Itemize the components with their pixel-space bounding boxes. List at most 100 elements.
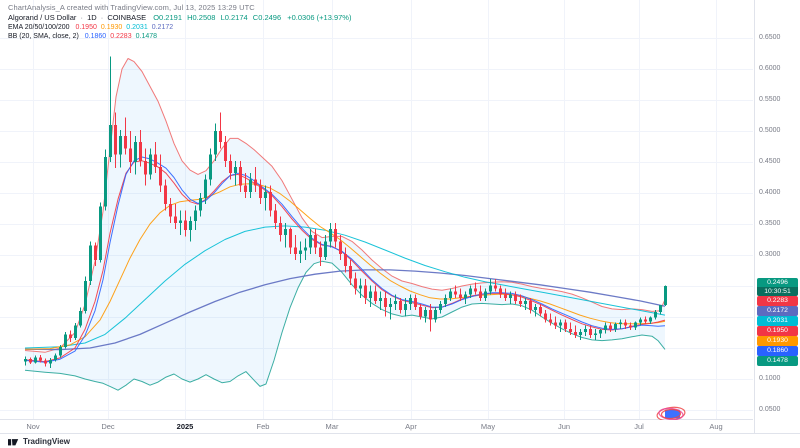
price-axis[interactable]: 0.6500 0.6000 0.5500 0.5000 0.4500 0.4000 0.35… — [754, 0, 800, 433]
candle — [129, 148, 132, 162]
candle — [389, 303, 392, 308]
candle — [339, 241, 342, 254]
time-tick-label: Feb — [256, 422, 270, 431]
candle — [529, 300, 532, 311]
candle — [274, 210, 277, 223]
candle — [54, 355, 57, 360]
bb-upper-price-label: 0.2283 — [757, 296, 798, 306]
candle — [224, 142, 227, 161]
separator: · — [100, 13, 104, 22]
candle — [249, 179, 252, 192]
candle — [309, 235, 312, 248]
candle — [654, 312, 657, 318]
price-tick-label: 0.4500 — [759, 158, 781, 165]
price-tick-label: 0.1000 — [759, 375, 781, 382]
candle — [114, 124, 117, 155]
candle — [269, 191, 272, 211]
candle — [399, 300, 402, 311]
candle — [204, 179, 207, 198]
candle — [484, 291, 487, 298]
tradingview-watermark[interactable]: TradingView — [8, 436, 70, 447]
candle — [594, 333, 597, 335]
candle — [244, 185, 247, 192]
indicator-value: 0.1930 — [100, 23, 123, 31]
ema100-line — [24, 225, 666, 349]
candle — [444, 297, 447, 304]
candle — [44, 360, 47, 364]
candle — [174, 216, 177, 223]
candle — [29, 359, 32, 363]
time-tick-label: Mar — [325, 422, 339, 431]
candle — [219, 131, 222, 143]
candle — [324, 241, 327, 257]
candle — [79, 310, 82, 326]
candle — [469, 288, 472, 295]
bar-countdown: 10:30:51 — [757, 286, 798, 296]
candle — [394, 300, 397, 304]
open-label: O — [153, 13, 160, 22]
price-tick-label: 0.5500 — [759, 96, 781, 103]
time-tick-label: Jun — [557, 422, 571, 431]
indicator-value: 0.2172 — [151, 23, 174, 31]
candle — [124, 135, 127, 149]
time-axis[interactable]: Nov Dec 2025 Feb Mar Apr May Jun Jul Aug — [0, 420, 754, 433]
candle — [534, 307, 537, 311]
candle — [479, 291, 482, 298]
candle — [504, 294, 507, 298]
candle — [39, 357, 42, 361]
candle — [229, 160, 232, 174]
interval-label: 1D — [87, 13, 97, 22]
candle — [374, 291, 377, 301]
close-value: 0.2496 — [258, 13, 282, 22]
candle — [604, 325, 607, 331]
candle — [629, 325, 632, 328]
candle — [609, 325, 612, 329]
candle — [349, 266, 352, 279]
price-tick-label: 0.6000 — [759, 65, 781, 72]
candle — [299, 250, 302, 254]
candle — [404, 303, 407, 311]
ema50-line — [24, 183, 666, 350]
candle — [99, 206, 102, 260]
candle — [254, 179, 257, 186]
candle — [139, 142, 142, 161]
candle — [169, 204, 172, 217]
price-tick-label: 0.0500 — [759, 406, 781, 413]
candle — [499, 288, 502, 295]
indicator-value: 0.2031 — [126, 23, 148, 31]
ema-200-price-label: 0.2172 — [757, 306, 798, 316]
candle — [314, 235, 317, 248]
candle — [69, 334, 72, 339]
candle — [494, 285, 497, 289]
bb-lower-price-label: 0.1478 — [757, 356, 798, 366]
low-value: 0.2174 — [224, 13, 248, 22]
candle — [109, 124, 112, 158]
symbol-legend-row[interactable]: Algorand / US Dollar · 1D · COINBASE O0.… — [8, 13, 351, 23]
candle — [344, 253, 347, 267]
candle — [554, 322, 557, 326]
candle — [454, 291, 457, 295]
indicator-value: 0.1478 — [135, 33, 158, 40]
indicator-value: 0.1950 — [75, 23, 97, 31]
candle — [439, 303, 442, 311]
candle — [664, 286, 667, 306]
last-price-label: 0.2496 10:30:51 — [757, 277, 798, 296]
candle — [104, 157, 107, 207]
candle — [119, 135, 122, 155]
candle — [34, 357, 37, 363]
bb-legend-row[interactable]: BB (20, SMA, close, 2) 0.1860 0.2283 0.147… — [8, 32, 351, 42]
low-label: L — [220, 13, 225, 22]
candle — [214, 131, 217, 155]
high-label: H — [187, 13, 193, 22]
candle — [189, 220, 192, 231]
candle — [149, 154, 152, 175]
ema-100-price-label: 0.2031 — [757, 316, 798, 326]
candle — [379, 297, 382, 301]
candle — [184, 220, 187, 231]
candle — [474, 288, 477, 292]
candle — [614, 323, 617, 329]
ema-legend-row[interactable]: EMA 20/50/100/200 0.1950 0.1930 0.2031 0.21… — [8, 23, 351, 33]
candle — [519, 300, 522, 304]
